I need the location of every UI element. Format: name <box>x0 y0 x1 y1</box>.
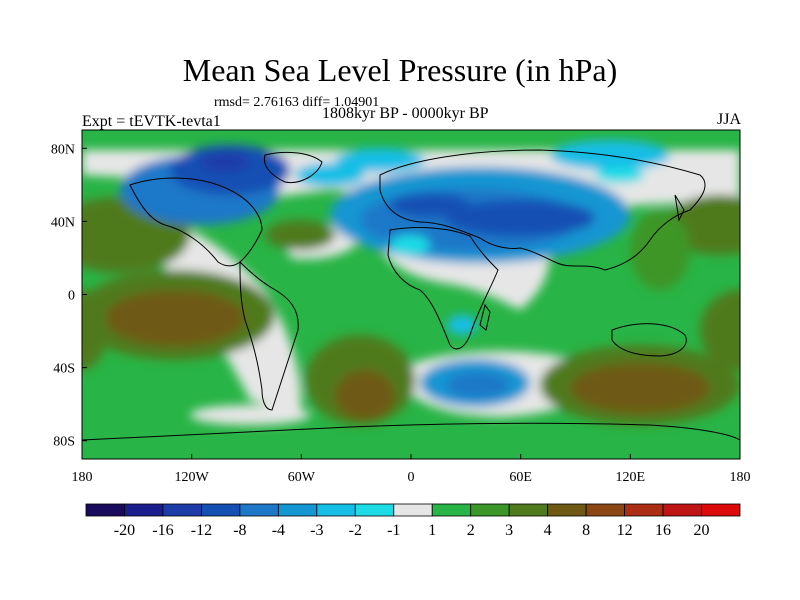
colorbar-label: 8 <box>582 522 590 539</box>
lon-tick-label: 180 <box>72 470 93 485</box>
lon-tick-label: 60W <box>288 470 316 485</box>
colorbar-swatch <box>201 503 241 517</box>
colorbar-swatch <box>547 503 587 517</box>
lat-tick-label: 40S <box>53 362 75 377</box>
colorbar-label: 1 <box>428 522 436 539</box>
colorbar-label: -3 <box>310 522 323 539</box>
lat-tick-label: 80S <box>53 435 75 450</box>
colorbar-swatch <box>85 503 125 517</box>
colorbar-swatch <box>624 503 664 517</box>
colorbar-label: -20 <box>114 522 135 539</box>
colorbar-label: -12 <box>191 522 212 539</box>
season-label: JJA <box>716 111 741 128</box>
pressure-field <box>82 130 740 459</box>
colorbar-label: -4 <box>272 522 285 539</box>
colorbar-swatch <box>354 503 395 517</box>
lon-tick-label: 60E <box>509 470 532 485</box>
colorbar-label: -16 <box>152 522 173 539</box>
colorbar-swatch <box>431 503 472 517</box>
lon-tick-label: 120W <box>175 470 210 485</box>
coastlines <box>82 149 740 441</box>
colorbar-swatch <box>316 503 356 517</box>
colorbar-label: 3 <box>505 522 513 539</box>
lat-tick-label: 40N <box>51 215 75 230</box>
colorbar-swatch <box>277 503 318 517</box>
colorbar-swatch <box>508 503 549 517</box>
lon-tick-label: 0 <box>408 470 415 485</box>
lat-axis: 80N 40N 0 40S 80S <box>51 142 87 450</box>
experiment-label: Expt = tEVTK-tevta1 <box>82 113 221 130</box>
colorbar-swatch <box>239 503 279 517</box>
field-blobs <box>82 140 740 425</box>
colorbar-label: 16 <box>655 522 671 539</box>
stats-text: rmsd= 2.76163 diff= 1.04901 <box>214 95 380 110</box>
colorbar-label: 12 <box>617 522 633 539</box>
lat-tick-label: 80N <box>51 142 75 157</box>
lon-tick-label: 120E <box>616 470 646 485</box>
period-text: 1808kyr BP - 0000kyr BP <box>322 105 489 122</box>
colorbar-swatch <box>124 503 164 517</box>
colorbar-swatch <box>162 503 202 517</box>
map-title: Mean Sea Level Pressure (in hPa) <box>182 52 618 88</box>
colorbar-label: -8 <box>233 522 246 539</box>
colorbar-swatch <box>393 503 433 517</box>
colorbar-swatch <box>701 503 741 517</box>
lon-tick-label: 180 <box>730 470 751 485</box>
colorbar-swatch <box>470 503 510 517</box>
colorbar-label: -2 <box>349 522 362 539</box>
colorbar-label: 20 <box>694 522 710 539</box>
colorbar-swatch <box>585 503 625 517</box>
colorbar-label: -1 <box>387 522 400 539</box>
colorbar-swatch <box>662 503 702 517</box>
colorbar: -20 -16 -12 -8 -4 -3 -2 -1 1 2 3 4 8 12 16 20 <box>85 503 741 539</box>
lon-axis: 180 120W 60W 0 60E 120E 180 <box>72 454 751 485</box>
lat-tick-label: 0 <box>68 289 75 304</box>
colorbar-label: 4 <box>544 522 552 539</box>
colorbar-label: 2 <box>467 522 475 539</box>
